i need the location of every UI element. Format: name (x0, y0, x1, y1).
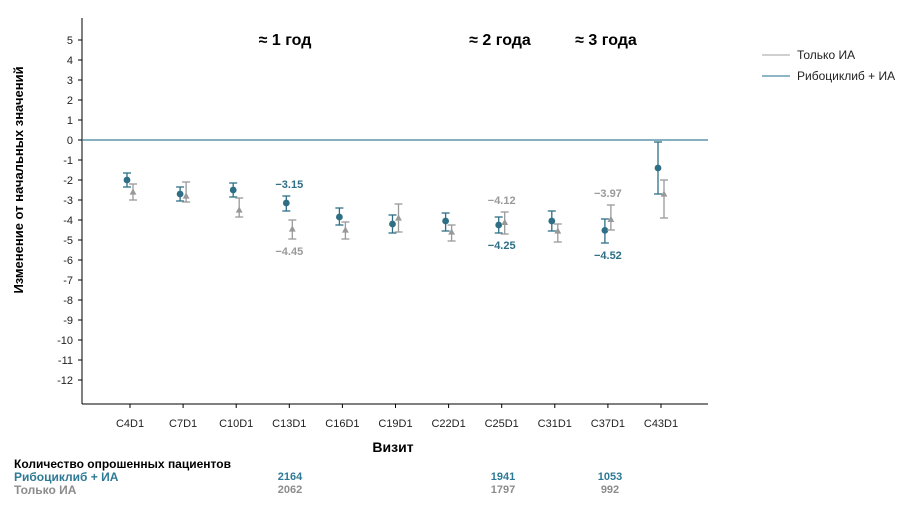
x-tick-label: C43D1 (644, 418, 678, 430)
y-tick-label: -9 (63, 315, 73, 327)
data-point (654, 164, 662, 172)
data-label: −4.12 (488, 195, 516, 207)
data-point (336, 213, 343, 221)
y-tick-label: -11 (58, 355, 73, 367)
counts-ribo-c13: 2164 (277, 471, 303, 483)
data-label: −4.52 (594, 250, 622, 262)
y-tick-label: -2 (63, 175, 73, 187)
y-axis-title: Изменение от начальных значений (11, 66, 26, 293)
data-point (176, 190, 184, 198)
legend-entry: Рибоциклиб + ИА (797, 69, 895, 83)
y-tick-label: -1 (63, 155, 73, 167)
x-tick-label: C4D1 (116, 418, 144, 430)
y-tick-label: -5 (63, 235, 73, 247)
y-tick-label: -7 (63, 275, 73, 287)
period-annotation: ≈ 1 год (259, 32, 312, 49)
counts-ai-label: Только ИА (14, 483, 77, 497)
data-point (601, 227, 609, 234)
data-point (660, 190, 668, 197)
legend-entry: Только ИА (797, 48, 855, 62)
y-tick-label: 4 (67, 55, 73, 67)
counts-ribo-c25: 1941 (490, 471, 516, 483)
data-label: −4.25 (488, 240, 516, 252)
counts-ai-c25: 1797 (490, 484, 516, 496)
data-label: −3.15 (275, 179, 303, 191)
data-point (607, 215, 615, 222)
counts-ai-c13: 2062 (277, 484, 303, 496)
counts-ribo-label: Рибоциклиб + ИА (14, 470, 119, 484)
y-tick-label: -8 (63, 295, 73, 307)
x-tick-label: C25D1 (485, 418, 519, 430)
x-tick-label: C19D1 (378, 418, 412, 430)
y-tick-label: -6 (63, 255, 73, 267)
data-point (235, 206, 243, 213)
y-tick-label: -4 (63, 215, 73, 227)
y-tick-label: 1 (67, 115, 73, 127)
y-tick-label: 0 (67, 135, 73, 147)
x-tick-label: C37D1 (591, 418, 625, 430)
data-point (229, 186, 237, 194)
data-point (129, 188, 137, 195)
data-point (282, 199, 290, 207)
chart-marks (123, 141, 668, 244)
chart-labels: Визит Изменение от начальных значений ≈ 1 … (11, 32, 637, 455)
legend: Только ИА Рибоциклиб + ИА (762, 48, 895, 83)
data-point (448, 228, 455, 235)
x-tick-label: C13D1 (272, 418, 306, 430)
x-tick-label: C10D1 (219, 418, 253, 430)
period-annotation: ≈ 2 года (469, 32, 531, 49)
period-annotation: ≈ 3 года (575, 32, 637, 49)
axes: 5 4 3 2 1 0 -1 -2 -3 -4 -5 -6 -7 -8 -9 -10 -11 -12 C4D1 C7D… (57, 18, 708, 430)
y-tick-label: -3 (63, 195, 73, 207)
data-point (501, 218, 509, 225)
data-point (123, 176, 131, 184)
data-label: −3.97 (594, 188, 622, 200)
data-point (288, 225, 296, 232)
x-tick-label: C16D1 (325, 418, 359, 430)
data-label: −4.45 (275, 246, 303, 258)
x-tick-label: C31D1 (538, 418, 572, 430)
x-tick-label: C7D1 (169, 418, 197, 430)
y-tick-label: 2 (67, 95, 73, 107)
data-point (342, 226, 349, 233)
x-tick-label: C22D1 (431, 418, 465, 430)
data-point (182, 192, 190, 199)
data-point (395, 214, 402, 221)
counts-ribo-c37: 1053 (597, 471, 623, 483)
y-tick-label: -12 (57, 375, 73, 387)
y-tick-label: 3 (67, 75, 73, 87)
data-point (548, 217, 556, 225)
data-point (442, 217, 449, 225)
x-axis-title: Визит (372, 439, 413, 455)
counts-ai-c37: 992 (600, 484, 620, 496)
data-point (389, 220, 396, 228)
y-tick-label: -10 (57, 335, 73, 347)
counts-title: Количество опрошенных пациентов (14, 457, 231, 471)
data-point (495, 221, 503, 229)
y-tick-label: 5 (67, 35, 73, 47)
data-point (554, 227, 562, 234)
